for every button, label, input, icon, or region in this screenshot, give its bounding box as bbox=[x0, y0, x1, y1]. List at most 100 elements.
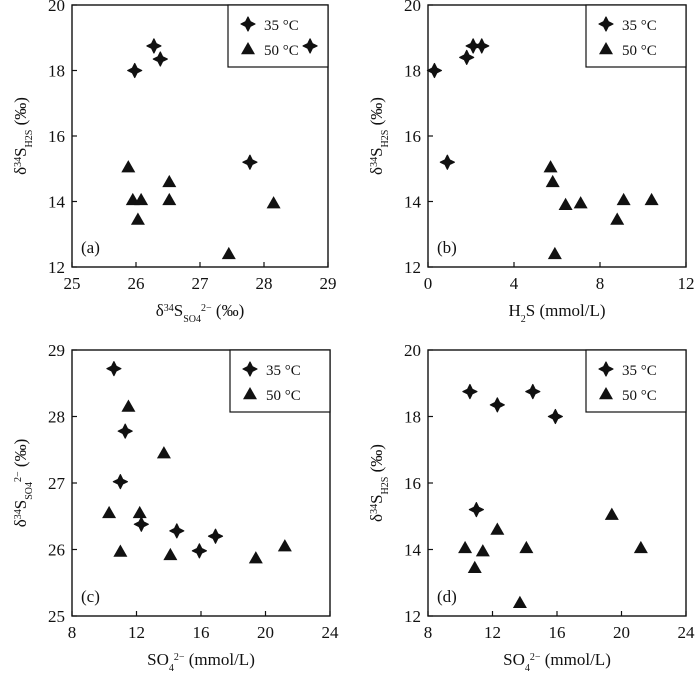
data-point bbox=[604, 507, 619, 520]
x-axis-label: SO42− (mmol/L) bbox=[147, 650, 255, 674]
data-point bbox=[130, 212, 145, 225]
legend-label: 35 °C bbox=[622, 18, 657, 34]
data-point bbox=[426, 62, 443, 79]
y-tick-label: 18 bbox=[404, 408, 421, 427]
y-tick-label: 20 bbox=[48, 0, 65, 15]
data-point bbox=[573, 196, 588, 209]
data-point bbox=[547, 408, 563, 425]
data-point bbox=[121, 399, 136, 412]
y-axis-label: δ34SSO42− (‰) bbox=[11, 439, 35, 528]
data-point bbox=[132, 505, 147, 519]
y-tick-label: 20 bbox=[404, 0, 421, 15]
data-point bbox=[458, 540, 473, 554]
data-point bbox=[302, 38, 318, 54]
data-point bbox=[610, 212, 625, 225]
legend-marker-2 bbox=[241, 42, 255, 55]
data-point bbox=[467, 560, 482, 574]
legend-box bbox=[585, 4, 687, 68]
series-1 bbox=[426, 38, 490, 170]
y-tick-label: 26 bbox=[48, 541, 65, 560]
data-point bbox=[266, 196, 281, 209]
data-point bbox=[134, 192, 149, 206]
x-axis-label: δ34SSO42− (‰) bbox=[156, 301, 245, 325]
scatter-panel-3: 8 12 16 20 24 25 26 27 28 29 SO42− (mmol/L) δ34SSO4… bbox=[11, 341, 339, 674]
data-point bbox=[146, 38, 162, 54]
x-tick-label: 12 bbox=[678, 274, 695, 293]
y-tick-label: 14 bbox=[404, 541, 422, 560]
data-point bbox=[169, 523, 185, 539]
data-point bbox=[162, 174, 177, 188]
series-1 bbox=[462, 383, 563, 518]
legend-box bbox=[585, 349, 687, 413]
panel-label: (a) bbox=[81, 238, 100, 257]
data-point bbox=[191, 543, 207, 559]
series-2 bbox=[102, 399, 292, 564]
data-point bbox=[547, 246, 562, 260]
series-2 bbox=[121, 160, 281, 260]
x-tick-label: 28 bbox=[256, 274, 273, 293]
x-tick-label: 20 bbox=[613, 623, 630, 642]
data-point bbox=[543, 160, 558, 173]
data-point bbox=[439, 154, 455, 170]
x-tick-label: 4 bbox=[510, 274, 519, 293]
legend-label: 50 °C bbox=[264, 43, 299, 59]
y-axis-label: δ34SH2S (‰) bbox=[11, 97, 35, 175]
y-tick-label: 18 bbox=[404, 62, 421, 81]
y-tick-label: 28 bbox=[48, 408, 65, 427]
legend-marker-2 bbox=[599, 387, 613, 400]
x-tick-label: 8 bbox=[596, 274, 605, 293]
data-point bbox=[616, 192, 631, 206]
panel-label: (d) bbox=[437, 587, 457, 606]
x-tick-label: 20 bbox=[257, 623, 274, 642]
x-tick-label: 16 bbox=[193, 623, 210, 642]
legend-label: 50 °C bbox=[622, 43, 657, 59]
legend-label: 50 °C bbox=[266, 388, 301, 404]
y-tick-label: 14 bbox=[48, 193, 66, 212]
legend: 35 °C 50 °C bbox=[585, 349, 687, 413]
data-point bbox=[156, 446, 171, 459]
y-tick-label: 16 bbox=[404, 474, 421, 493]
x-tick-label: 16 bbox=[549, 623, 566, 642]
data-point bbox=[277, 539, 292, 552]
scatter-panel-1: 25 26 27 28 29 12 14 16 18 20 δ34SSO42− (‰) δ34SH2S… bbox=[11, 0, 337, 325]
x-tick-label: 25 bbox=[64, 274, 81, 293]
data-point bbox=[112, 474, 128, 490]
data-point bbox=[248, 551, 263, 564]
x-tick-label: 12 bbox=[128, 623, 145, 642]
data-point bbox=[633, 540, 648, 554]
data-point bbox=[462, 383, 478, 400]
legend-marker-1 bbox=[598, 361, 614, 377]
x-tick-label: 29 bbox=[320, 274, 337, 293]
data-point bbox=[545, 174, 560, 188]
y-tick-label: 20 bbox=[404, 341, 421, 360]
y-tick-label: 18 bbox=[48, 62, 65, 81]
data-point bbox=[117, 423, 133, 439]
legend: 35 °C 50 °C bbox=[585, 4, 687, 68]
data-point bbox=[121, 160, 136, 173]
data-point bbox=[127, 62, 143, 79]
y-tick-label: 12 bbox=[48, 258, 65, 277]
x-axis-label: SO42− (mmol/L) bbox=[503, 650, 611, 674]
data-point bbox=[152, 51, 168, 67]
y-tick-label: 16 bbox=[48, 127, 65, 146]
data-point bbox=[242, 154, 258, 170]
legend-marker-1 bbox=[242, 361, 258, 377]
y-tick-label: 14 bbox=[404, 193, 422, 212]
y-tick-label: 27 bbox=[48, 474, 66, 493]
legend-marker-2 bbox=[243, 387, 257, 400]
data-point bbox=[221, 246, 236, 260]
series-2 bbox=[543, 160, 659, 260]
panel-label: (b) bbox=[437, 238, 457, 257]
series-1 bbox=[106, 361, 224, 559]
series-2 bbox=[458, 507, 648, 608]
y-tick-label: 16 bbox=[404, 127, 421, 146]
data-point bbox=[489, 397, 505, 413]
legend-marker-1 bbox=[598, 16, 614, 32]
data-point bbox=[106, 361, 122, 377]
legend-label: 35 °C bbox=[266, 363, 301, 379]
x-tick-label: 26 bbox=[128, 274, 145, 293]
data-point bbox=[468, 502, 484, 518]
data-point bbox=[133, 516, 149, 532]
